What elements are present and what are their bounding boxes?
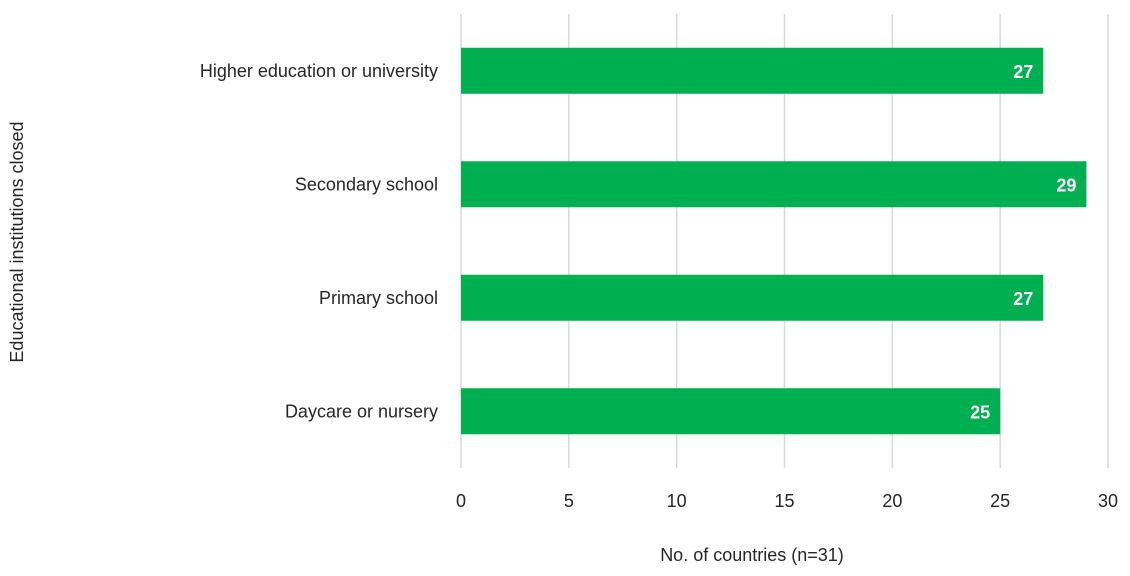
bar — [461, 47, 1044, 94]
x-tick-label: 15 — [774, 491, 794, 511]
x-tick-label: 0 — [456, 491, 466, 511]
x-tick-label: 20 — [882, 491, 902, 511]
y-axis-title: Educational institutions closed — [7, 121, 27, 362]
category-label: Higher education or university — [200, 61, 438, 81]
bars — [461, 47, 1087, 435]
data-label: 25 — [970, 402, 990, 422]
category-labels: Higher education or university Secondary … — [200, 61, 438, 422]
x-tick-label: 10 — [667, 491, 687, 511]
data-label: 27 — [1013, 289, 1033, 309]
category-label: Secondary school — [295, 174, 438, 194]
data-label: 29 — [1056, 175, 1076, 195]
category-label: Primary school — [319, 288, 438, 308]
data-labels: 27 29 27 25 — [970, 62, 1076, 423]
bar — [461, 161, 1087, 208]
x-axis-title: No. of countries (n=31) — [660, 545, 844, 565]
x-tick-label: 30 — [1098, 491, 1118, 511]
x-tick-labels: 0 5 10 15 20 25 30 — [456, 491, 1118, 511]
data-label: 27 — [1013, 62, 1033, 82]
x-tick-label: 5 — [564, 491, 574, 511]
x-tick-label: 25 — [990, 491, 1010, 511]
bar — [461, 388, 1001, 435]
bar — [461, 274, 1044, 321]
category-label: Daycare or nursery — [285, 401, 438, 421]
